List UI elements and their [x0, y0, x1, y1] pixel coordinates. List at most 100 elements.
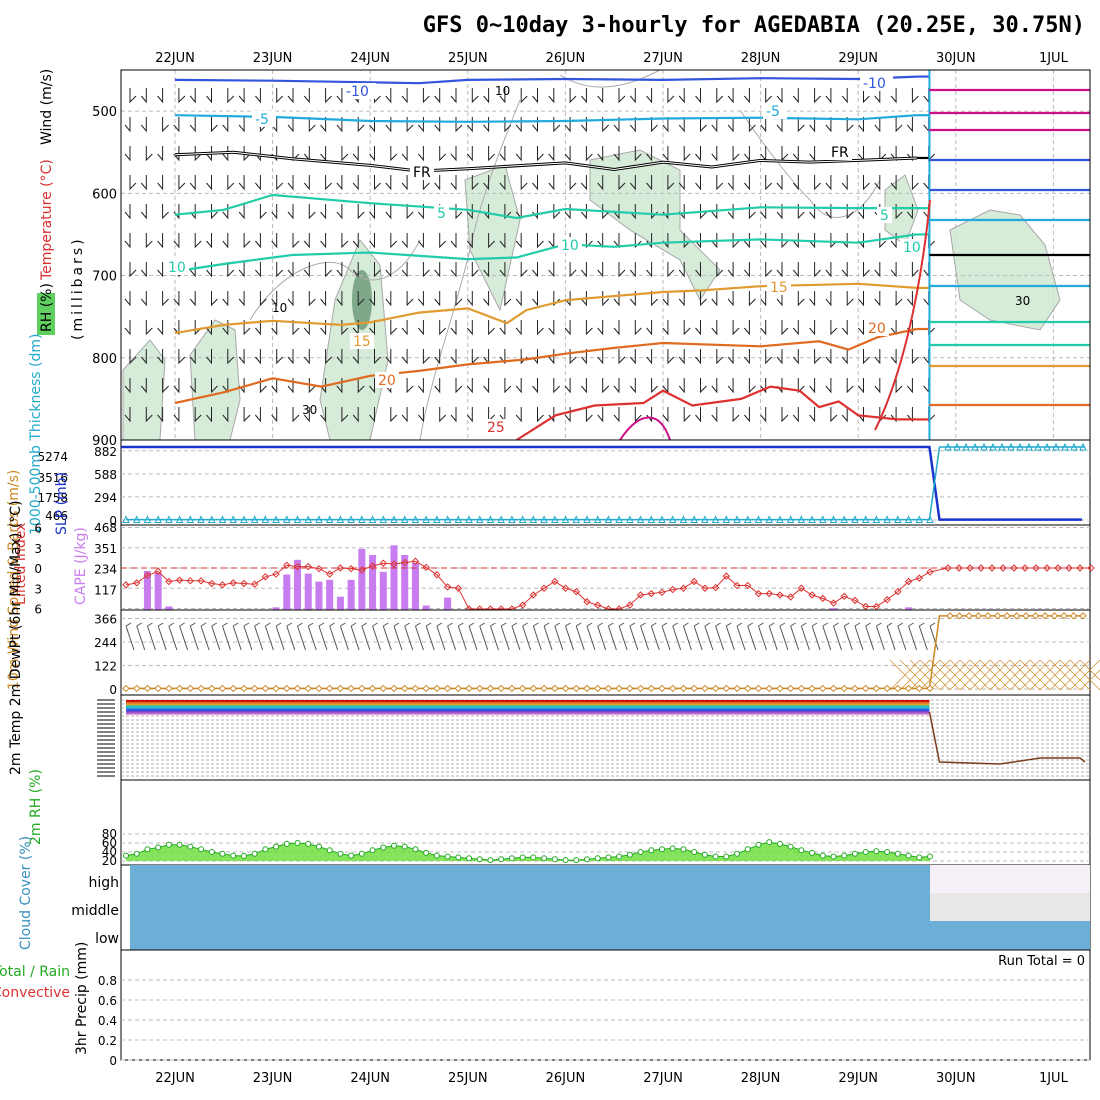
wind-barb — [651, 378, 658, 394]
thickness-marker — [971, 442, 979, 451]
wind-barb — [189, 175, 196, 191]
thickness-marker — [797, 515, 806, 524]
wind-barb-10m — [747, 622, 757, 651]
wind-barb — [907, 117, 913, 133]
wind-barb — [700, 204, 707, 220]
lifted-index-marker — [315, 564, 323, 573]
rh2m-marker — [294, 840, 301, 846]
wind-speed-marker — [229, 684, 237, 693]
wind-barb — [471, 262, 479, 278]
wind-barb — [597, 320, 604, 336]
temp2m-axis-label: 2m Temp 2m DewPt (6hr Min/Max) (°C) — [8, 500, 24, 775]
wind-barb — [809, 407, 816, 423]
wind-barb — [401, 349, 408, 365]
wind-barb — [727, 204, 734, 220]
precip-tick-label: 0.8 — [98, 974, 117, 988]
wind-barb — [238, 349, 245, 365]
wind-barb — [646, 349, 653, 365]
wind-barb-10m — [629, 622, 639, 651]
thickness-marker — [626, 515, 634, 524]
wind-barb — [434, 378, 441, 394]
wind-barb — [303, 233, 310, 249]
wind-speed-marker — [829, 684, 838, 693]
rh2m-marker — [562, 857, 569, 864]
thickness-marker — [989, 442, 997, 451]
wind-barb — [173, 291, 180, 307]
wind-speed-marker — [765, 684, 773, 693]
li-tick-label: 3 — [34, 582, 42, 596]
isotherm-label: 10 — [561, 238, 579, 254]
thickness-marker — [904, 515, 913, 524]
isotherm-label-bg — [434, 205, 449, 221]
wind-barb — [390, 233, 398, 249]
wind-barb — [515, 291, 522, 307]
wind-barb — [303, 262, 310, 278]
wind-barb — [727, 262, 734, 278]
thickness-marker — [540, 515, 548, 524]
wind-barb-10m — [704, 622, 714, 651]
wind-speed-marker — [984, 612, 992, 620]
wind-speed-marker — [476, 684, 484, 693]
wind-barb — [711, 117, 718, 133]
isotherm-label: FR — [413, 165, 431, 181]
wind-barb — [308, 291, 316, 307]
wind-barb — [287, 175, 294, 191]
wind-barb — [488, 233, 495, 249]
thickness-marker — [197, 515, 205, 524]
wind-barb — [320, 204, 327, 220]
wind-barb — [385, 291, 392, 307]
wind-barb-10m — [554, 622, 564, 651]
lifted-index-marker — [336, 564, 345, 572]
precip-tick-label: 0.2 — [98, 1034, 117, 1048]
rh2m-marker — [391, 842, 397, 849]
rh2m-marker — [691, 849, 698, 855]
lifted-index-marker — [1043, 564, 1051, 572]
wind-speed-marker — [701, 684, 709, 693]
wind-barb — [129, 262, 137, 278]
wind-barb — [678, 88, 685, 104]
wind-barb — [352, 262, 359, 278]
wind-barb — [450, 175, 457, 191]
lifted-index-marker — [358, 566, 366, 574]
wind-speed-marker — [422, 684, 430, 693]
wind-barb — [744, 407, 750, 423]
wind-barb — [814, 262, 821, 278]
wind-barb — [157, 320, 164, 336]
cape-bar — [165, 606, 173, 610]
wind-barb — [825, 117, 832, 133]
wind-barb — [629, 117, 636, 133]
wind-barb — [238, 88, 245, 104]
temp-left-labels: 2m Temp 2m DewPt (6hr Min/Max) (°C) — [8, 500, 24, 775]
wind-barb-10m — [414, 622, 424, 651]
wind-barb — [858, 204, 864, 220]
wind-barb — [303, 175, 310, 191]
rh-contour-line — [419, 99, 521, 441]
wind-barb — [923, 117, 930, 133]
rh2m-marker — [240, 853, 247, 860]
wind-speed-marker — [208, 684, 216, 693]
wind-barb — [683, 320, 691, 336]
wind-barb — [597, 88, 604, 104]
wind-barb — [809, 378, 816, 394]
thickness-marker — [465, 515, 473, 524]
thickness-tick-label: 3516 — [37, 471, 68, 485]
rh2m-marker — [894, 850, 901, 857]
wind-barb — [548, 146, 555, 162]
wind-barb — [145, 320, 153, 336]
thickness-marker — [722, 515, 731, 524]
thickness-tick-label: 1758 — [37, 491, 68, 505]
thickness-marker — [293, 515, 302, 524]
wind-barb — [352, 233, 359, 249]
cloud-level-label: low — [95, 931, 119, 947]
rh2m-marker — [798, 847, 805, 854]
lifted-index-marker — [894, 587, 902, 596]
rh2m-marker — [198, 846, 205, 853]
wind-speed-marker — [915, 684, 923, 693]
thickness-marker — [1052, 442, 1060, 451]
cape-bar — [304, 573, 312, 610]
wind-barb — [206, 407, 212, 423]
wind-barb — [564, 378, 571, 394]
isotherm-label: 25 — [487, 420, 505, 436]
wind-barb — [858, 378, 864, 394]
wind-barb — [325, 349, 332, 365]
